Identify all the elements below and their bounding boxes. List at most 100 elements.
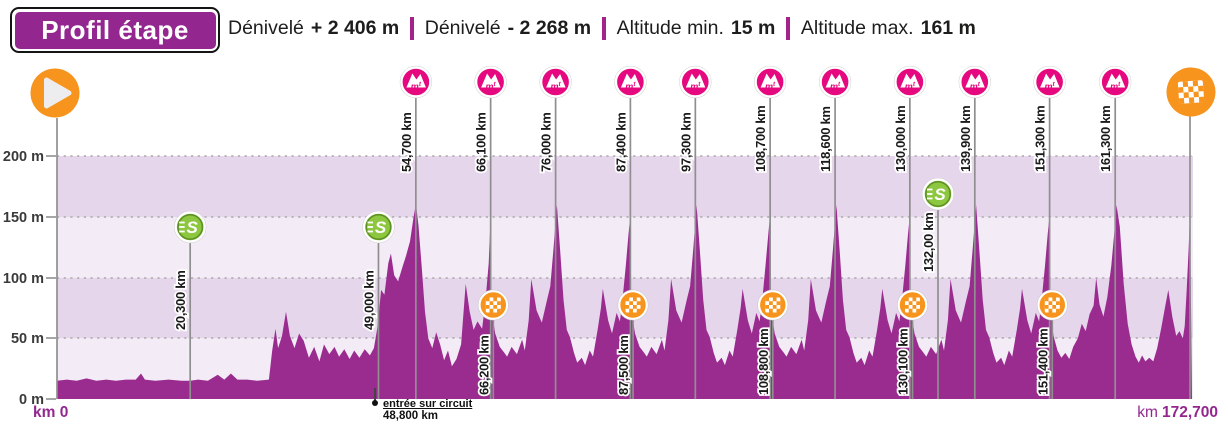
mountain-mt-text: mt	[690, 81, 701, 92]
sprint-icon-inner-ring	[925, 181, 951, 207]
checker-cell	[1052, 297, 1057, 302]
checker-cell	[1188, 97, 1195, 104]
km-label: 54,700 km	[399, 113, 414, 172]
mountain-glyph	[1105, 73, 1126, 88]
checker-cell	[497, 301, 501, 305]
mountain-mt-text: mt	[1110, 81, 1121, 92]
finish-checkered-flag-icon	[1166, 67, 1216, 117]
checker-cell	[485, 297, 490, 302]
checker-cell	[1182, 81, 1189, 88]
mountain-glyph	[825, 73, 846, 88]
checker-cell	[1048, 308, 1053, 313]
checker-cell	[489, 308, 494, 313]
separator-bar	[410, 16, 414, 40]
mountain-icon: mt	[893, 65, 927, 99]
mountain-glyph	[481, 73, 501, 88]
km-label: 118,600 km	[818, 106, 833, 172]
marker-labels: 54,700 km 66,100 km 76,000 km 87,400 km 97,3…	[171, 104, 1114, 397]
play-triangle	[44, 77, 72, 109]
mountain-icon: mt	[539, 65, 572, 99]
x-axis-end-prefix: km	[1137, 404, 1158, 421]
sprint-icon-circle	[174, 211, 206, 243]
checker-cell	[905, 305, 909, 309]
separator-bar	[602, 16, 606, 40]
band-100-150	[57, 217, 1193, 278]
checker-cell	[633, 305, 637, 309]
km-label: 87,500 km	[616, 336, 631, 395]
band-150-200	[57, 156, 1193, 217]
mountain-mt-text: mt	[411, 81, 422, 92]
checker-cell	[916, 301, 920, 305]
sprint-icon: S	[174, 210, 207, 244]
mountain-icon: mt	[679, 65, 712, 99]
checker-cell	[493, 297, 498, 302]
checker-cell	[1044, 305, 1049, 309]
checker-cell	[769, 308, 773, 313]
stat-value: - 2 268 m	[507, 16, 592, 39]
stats-header: Dénivelé + 2 406 m Dénivelé - 2 268 m Al…	[228, 10, 976, 46]
sprint-icon-circle	[362, 211, 395, 243]
checker-cell	[912, 305, 917, 309]
circuit-note-tick	[374, 388, 376, 401]
sprint-icon-inner-ring	[365, 214, 392, 240]
sprint-s-text: S	[187, 218, 199, 237]
sprint-s-text: S	[934, 185, 946, 204]
checker-cell	[1052, 305, 1057, 309]
checker-cell	[1183, 92, 1189, 99]
km-label: 139,900 km	[958, 106, 973, 172]
y-axis-label: 50 m	[11, 331, 44, 347]
stat-label: Altitude max.	[800, 16, 914, 39]
mountain-glyph	[546, 73, 566, 88]
mountain-icon: mt	[1099, 65, 1132, 99]
checker-cell	[636, 308, 641, 313]
mountain-mt-text: mt	[830, 81, 841, 92]
mountain-icon: mt	[753, 65, 787, 99]
checker-cell	[765, 305, 770, 309]
circuit-note-km: 48,800 km	[383, 410, 438, 422]
km-label: 132,00 km	[921, 213, 936, 272]
mountain-glyph	[760, 73, 781, 88]
circuit-note-text: entrée sur circuit	[383, 398, 473, 410]
circuit-note-dot	[372, 400, 378, 406]
checker-cell	[1188, 86, 1194, 93]
checker-cell	[1193, 91, 1199, 98]
mountain-mt-text: mt	[486, 81, 497, 92]
y-axis-label: 0 m	[19, 392, 44, 408]
line-crossing-icon	[1036, 289, 1068, 321]
mountain-glyph	[685, 73, 706, 88]
checker-cell	[1192, 80, 1199, 87]
mountain-mt-text: mt	[625, 81, 636, 92]
checker-cell	[625, 297, 630, 302]
page-title: Profil étape	[14, 11, 216, 49]
km-label: 66,100 km	[474, 113, 489, 172]
stat-label: Altitude min.	[616, 16, 724, 39]
mountain-glyph	[1040, 73, 1060, 88]
start-play-icon	[30, 68, 80, 118]
sprint-icon-circle	[922, 178, 954, 210]
mountain-mt-text: mt	[551, 81, 562, 92]
stat-label: Dénivelé	[424, 16, 501, 39]
mountain-mt-text: mt	[970, 81, 981, 92]
mountain-mt-text: mt	[905, 81, 916, 92]
separator-bar	[786, 16, 790, 40]
stat-value: + 2 406 m	[310, 16, 400, 39]
checker-cell	[497, 308, 501, 313]
checker-cell	[493, 305, 498, 309]
km-label: 151,400 km	[1035, 329, 1050, 395]
checker-cell	[765, 297, 770, 302]
stat-value: 161 m	[920, 16, 976, 39]
km-label: 130,100 km	[896, 329, 911, 395]
sprint-icon: S	[921, 177, 955, 211]
mountain-mt-text: mt	[765, 81, 776, 92]
km-label: 49,000 km	[362, 271, 377, 330]
checker-cell	[625, 305, 630, 309]
mountain-glyph	[620, 73, 641, 88]
km-label: 108,700 km	[753, 106, 768, 172]
checker-cell	[769, 301, 773, 305]
checker-cell	[908, 301, 913, 305]
checker-cell	[485, 305, 490, 309]
checker-cell	[629, 301, 633, 305]
checker-cell	[629, 308, 633, 313]
line-crossing-icon	[617, 289, 649, 321]
